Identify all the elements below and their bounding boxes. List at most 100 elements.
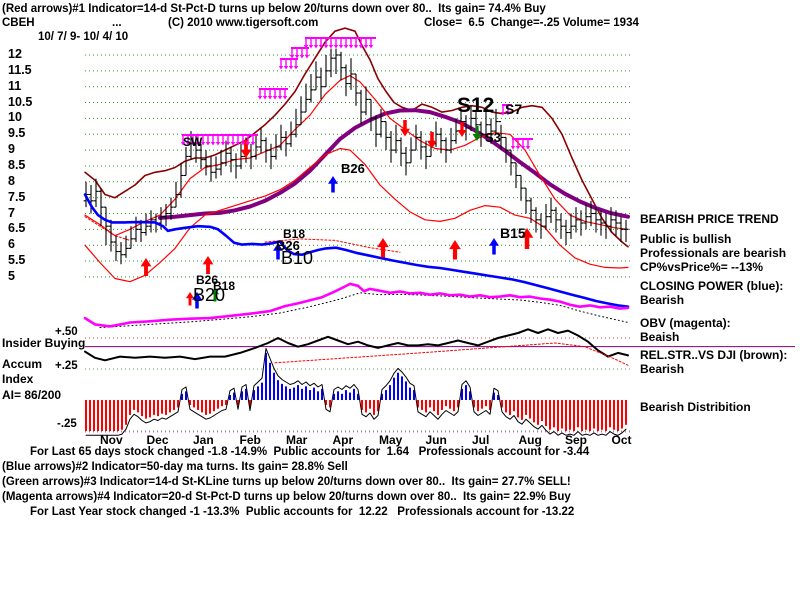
relstr-label: REL.STR..VS DJI (brown): <box>640 348 788 362</box>
ticker-ellipsis: ... <box>112 17 122 29</box>
trend-title: BEARISH PRICE TREND <box>640 212 779 226</box>
month-label: Jan <box>193 433 214 447</box>
magenta-arrowhead <box>195 142 201 146</box>
signal-label: B15 <box>500 225 526 241</box>
pro-sentiment: Professionals are bearish <box>640 246 787 260</box>
magenta-arrowhead <box>289 55 295 59</box>
signal-label: SW <box>183 135 203 149</box>
dotted-red-b-line <box>264 238 401 253</box>
accum-label: Accum <box>2 357 43 371</box>
magenta-arrowhead <box>277 96 283 100</box>
magenta-arrowhead <box>510 146 516 150</box>
red-down-arrow <box>427 132 437 149</box>
magenta-arrowhead <box>313 45 319 49</box>
red-up-arrow <box>449 240 461 260</box>
price-axis-label: 9 <box>8 142 15 157</box>
closing-power-line <box>83 193 630 309</box>
magenta-arrowhead <box>520 146 526 150</box>
magenta-arrowhead <box>353 45 359 49</box>
price-axis-label: 7 <box>8 205 15 220</box>
signal-label: B26 <box>276 238 300 253</box>
index-label: Index <box>2 372 34 386</box>
ai-value-label: AI= 86/200 <box>2 388 62 402</box>
magenta-arrowhead <box>304 55 310 59</box>
quote-stats: Close= 6.5 Change=-.25 Volume= 1934 <box>424 17 639 29</box>
price-axis-label: 8 <box>8 173 15 188</box>
closing-power-value: Bearish <box>640 293 685 307</box>
magenta-arrowhead <box>210 142 216 146</box>
month-label: Oct <box>611 433 632 447</box>
obv-label: OBV (magenta): <box>640 316 731 330</box>
price-axis-label: 5 <box>8 268 15 283</box>
date-range: 10/ 7/ 9- 10/ 4/ 10 <box>38 31 129 43</box>
month-label: May <box>379 433 403 447</box>
blue-up-arrow <box>192 292 202 309</box>
relstr-value: Bearish <box>640 362 685 376</box>
magenta-arrowhead <box>215 142 221 146</box>
magenta-arrowhead <box>267 96 273 100</box>
magenta-arrowhead <box>235 142 241 146</box>
red-up-arrow <box>202 256 214 274</box>
magenta-arrowhead <box>200 142 206 146</box>
magenta-arrowhead <box>180 142 186 146</box>
green-down-arrow <box>472 126 482 141</box>
magenta-arrowhead <box>272 96 278 100</box>
magenta-arrowhead <box>333 45 339 49</box>
magenta-arrowhead <box>230 142 236 146</box>
price-axis-label: 11.5 <box>8 62 32 77</box>
magenta-arrowhead <box>288 66 294 70</box>
distribution-status: Bearish Distribition <box>640 400 751 414</box>
magenta-arrowhead <box>323 45 329 49</box>
magenta-arrowhead <box>343 45 349 49</box>
magenta-arrowhead <box>278 66 284 70</box>
public-sentiment: Public is bullish <box>640 232 732 246</box>
price-axis-label: 12 <box>8 47 22 61</box>
magenta-arrowhead <box>358 45 364 49</box>
red-down-arrow <box>457 122 467 137</box>
cp-vs-price: CP%vsPrice%= --13% <box>640 260 764 274</box>
closing-power-label: CLOSING POWER (blue): <box>640 279 784 293</box>
blue-up-arrow <box>273 243 283 260</box>
ma50-line <box>158 108 630 220</box>
signal-label: B26 <box>196 273 219 287</box>
accum-envelope-line <box>85 348 627 436</box>
month-label: Mar <box>286 433 308 447</box>
magenta-arrowhead <box>318 45 324 49</box>
price-axis-label: 10 <box>8 110 22 125</box>
indicator1-caption: (Red arrows)#1 Indicator=14-d St-Pct-D t… <box>2 3 546 15</box>
price-axis-label: 7.5 <box>8 189 26 204</box>
obv-dotted-line <box>99 292 629 329</box>
red-up-arrow <box>377 238 389 258</box>
magenta-arrowhead <box>328 45 334 49</box>
month-label: Jul <box>472 433 490 447</box>
magenta-arrowhead <box>368 45 374 49</box>
indicator2-caption: (Blue arrows)#2 Indicator=50-day ma turn… <box>2 461 348 473</box>
magenta-arrowhead <box>294 55 300 59</box>
magenta-arrowhead <box>250 142 256 146</box>
magenta-arrowhead <box>515 146 521 150</box>
level-minus25-label: -.25 <box>57 418 77 430</box>
lastyear-summary: For Last Year stock changed -1 -13.3% Pu… <box>30 506 575 518</box>
signal-label: B18 <box>213 279 236 293</box>
green-up-arrow <box>210 288 220 302</box>
obv-value: Beaish <box>640 330 680 344</box>
red-up-arrow <box>520 228 534 249</box>
signal-label: B20 <box>193 285 226 305</box>
signal-label: S3 <box>485 130 501 145</box>
month-label: Feb <box>239 433 261 447</box>
price-axis-label: 6 <box>8 237 15 252</box>
price-axis-label: 8.5 <box>8 157 26 172</box>
magenta-arrowhead <box>282 96 288 100</box>
signal-label: S12 <box>457 94 495 117</box>
magenta-arrowhead <box>308 45 314 49</box>
magenta-arrowhead <box>190 142 196 146</box>
blue-up-arrow <box>489 238 499 255</box>
dotted-red-a-line <box>84 216 131 241</box>
month-label: Jun <box>425 433 447 447</box>
magenta-arrowhead <box>338 45 344 49</box>
blue-up-arrow <box>328 176 338 193</box>
month-label: Nov <box>100 433 123 447</box>
last65-summary: For Last 65 days stock changed -1.8 -14.… <box>30 446 590 458</box>
